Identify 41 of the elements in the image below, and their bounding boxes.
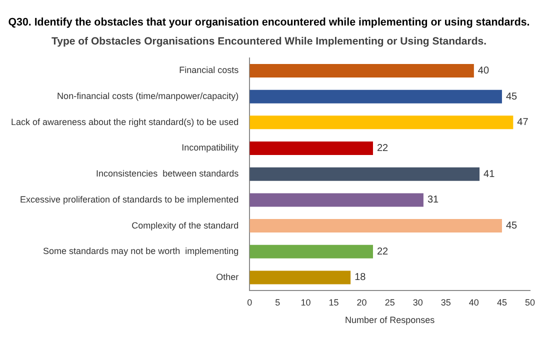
y-tick-label: Incompatibility xyxy=(182,142,240,153)
y-tick-label: Other xyxy=(216,272,239,282)
bar xyxy=(250,167,480,181)
data-label: 31 xyxy=(427,194,440,206)
x-tick-label: 35 xyxy=(440,297,451,308)
x-tick-label: 40 xyxy=(468,297,479,308)
data-label: 45 xyxy=(506,91,518,102)
data-label: 45 xyxy=(506,220,518,232)
chart-subtitle: Type of Obstacles Organisations Encountered While Implementing or Using Standards. xyxy=(51,35,487,48)
bar xyxy=(250,116,514,130)
y-tick-label: Financial costs xyxy=(179,65,240,76)
y-tick-label: Lack of awareness about the right standard(s) to be used xyxy=(10,116,239,127)
x-tick-label: 20 xyxy=(356,297,367,308)
chart-title: Q30. Identify the obstacles that your organisation encountered while implementing or using standards. xyxy=(8,16,530,29)
x-tick-label: 30 xyxy=(412,297,423,308)
y-tick-label: Complexity of the standard xyxy=(132,220,239,230)
bar xyxy=(250,244,373,258)
bar xyxy=(250,270,351,284)
x-tick-label: 50 xyxy=(524,297,536,308)
data-label: 22 xyxy=(376,246,389,258)
x-tick-label: 5 xyxy=(275,297,280,308)
data-label: 22 xyxy=(376,143,389,154)
y-tick-label: Non-financial costs (time/manpower/capacity) xyxy=(57,91,239,102)
y-tick-label: Excessive proliferation of standards to be implemented xyxy=(20,194,239,204)
x-tick-label: 25 xyxy=(384,297,395,308)
bar xyxy=(250,142,373,156)
x-tick-label: 15 xyxy=(328,297,339,308)
data-label: 41 xyxy=(484,168,496,180)
bar xyxy=(250,90,502,104)
y-tick-label: Inconsistencies between standards xyxy=(96,168,240,179)
y-tick-label: Some standards may not be worth implementing xyxy=(43,246,239,256)
bar xyxy=(250,219,502,233)
x-tick-label: 10 xyxy=(300,297,311,308)
x-tick-label: 0 xyxy=(247,297,252,308)
data-label: 18 xyxy=(354,272,366,284)
data-label: 47 xyxy=(517,117,529,128)
data-label: 40 xyxy=(478,65,490,76)
bar xyxy=(250,193,424,207)
bar xyxy=(250,64,474,78)
x-tick-label: 45 xyxy=(496,297,507,308)
x-axis-title: Number of Responses xyxy=(345,315,436,326)
